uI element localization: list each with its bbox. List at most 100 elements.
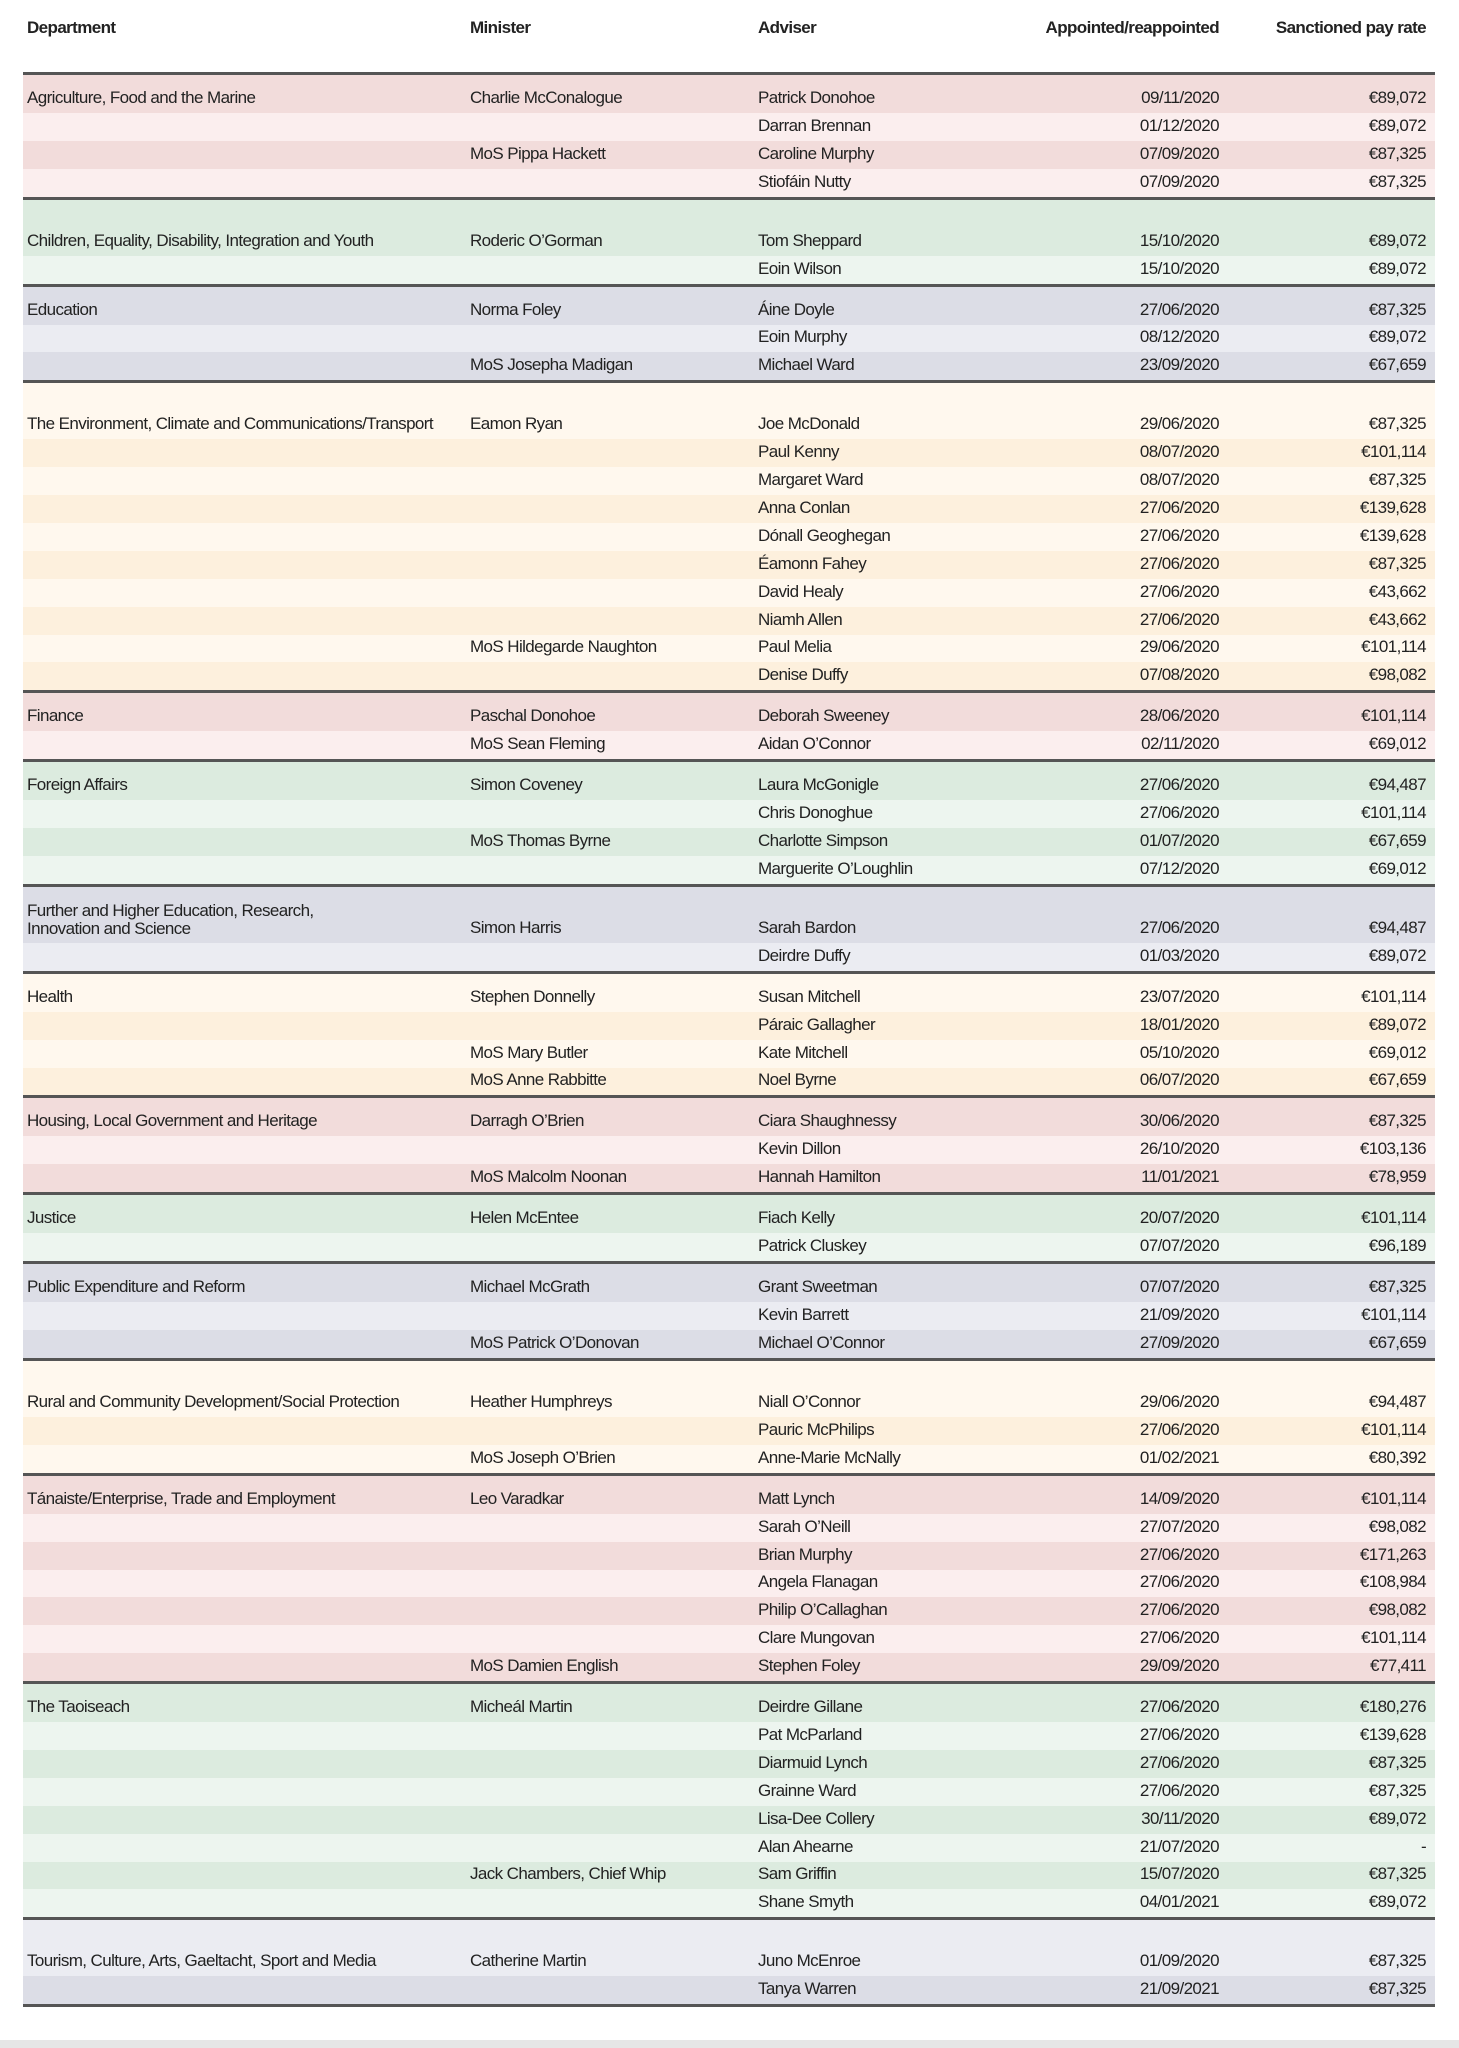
minister-cell: MoS Damien English (470, 1656, 619, 1676)
appointed-date-cell: 15/10/2020 (1139, 230, 1220, 250)
adviser-cell: Paul Kenny (758, 442, 840, 462)
appointed-date-cell: 27/06/2020 (1139, 1572, 1220, 1592)
department-group: Public Expenditure and Reform Michael McG… (23, 1264, 1435, 1361)
pay-rate-cell: €67,659 (1368, 1332, 1427, 1352)
advisers-table: Agriculture, Food and the Marine Charlie … (23, 72, 1435, 2008)
appointed-date-cell: 23/09/2020 (1139, 355, 1220, 375)
table-row: Denise Duffy 07/08/2020 €98,082 (23, 662, 1435, 691)
table-row: Jack Chambers, Chief Whip Sam Griffin 15/0… (23, 1861, 1435, 1890)
pay-rate-cell: €80,392 (1368, 1447, 1427, 1467)
appointed-date-cell: 27/06/2020 (1139, 1544, 1220, 1564)
pay-rate-cell: €101,114 (1361, 803, 1426, 823)
minister-cell: Norma Foley (470, 299, 561, 319)
pay-rate-cell: €139,628 (1359, 1724, 1427, 1744)
table-row: Finance Paschal Donohoe Deborah Sweeney 28/… (23, 693, 1435, 732)
adviser-cell: Niamh Allen (758, 609, 843, 629)
appointed-date-cell: 15/10/2020 (1139, 258, 1220, 278)
adviser-cell: Éamonn Fahey (758, 553, 867, 573)
appointed-date-cell: 08/07/2020 (1139, 470, 1220, 490)
adviser-cell: Pauric McPhilips (758, 1419, 875, 1439)
department-cell: The Taoiseach (27, 1697, 130, 1717)
department-group: Tourism, Culture, Arts, Gaeltacht, Sport… (23, 1920, 1435, 2008)
pay-rate-cell: €43,662 (1368, 609, 1427, 629)
minister-cell: Simon Harris (470, 917, 562, 937)
table-row: Pauric McPhilips 27/06/2020 €101,114 (23, 1416, 1435, 1445)
adviser-cell: Sam Griffin (758, 1864, 837, 1884)
table-row: Kevin Dillon 26/10/2020 €103,136 (23, 1136, 1435, 1165)
header-adviser: Adviser (758, 18, 817, 37)
table-row: Deirdre Duffy 01/03/2020 €89,072 (23, 942, 1435, 971)
pay-rate-cell: €139,628 (1359, 498, 1427, 518)
appointed-date-cell: 29/09/2020 (1139, 1656, 1220, 1676)
pay-rate-cell: €87,325 (1368, 1752, 1427, 1772)
appointed-date-cell: 21/07/2020 (1139, 1836, 1220, 1856)
adviser-cell: Aidan O’Connor (758, 734, 871, 754)
adviser-cell: Kevin Barrett (758, 1305, 849, 1325)
pay-rate-cell: €101,114 (1361, 706, 1426, 726)
adviser-cell: Sarah Bardon (758, 917, 856, 937)
appointed-date-cell: 06/07/2020 (1139, 1070, 1220, 1090)
pay-rate-cell: €89,072 (1368, 1892, 1427, 1912)
adviser-cell: Páraic Gallagher (758, 1014, 876, 1034)
minister-cell: MoS Sean Fleming (470, 734, 606, 754)
department-cell: Justice (27, 1208, 76, 1228)
pay-rate-cell: €89,072 (1368, 1808, 1427, 1828)
adviser-cell: David Healy (758, 581, 844, 601)
adviser-cell: Margaret Ward (758, 470, 864, 490)
adviser-cell: Caroline Murphy (758, 143, 874, 163)
pay-rate-cell: €87,325 (1368, 1979, 1427, 1999)
appointed-date-cell: 27/06/2020 (1139, 1628, 1220, 1648)
pay-rate-cell: €171,263 (1359, 1544, 1427, 1564)
table-row: Grainne Ward 27/06/2020 €87,325 (23, 1777, 1435, 1806)
adviser-cell: Matt Lynch (758, 1488, 835, 1508)
pay-rate-cell: €96,189 (1368, 1236, 1427, 1256)
table-row: Niamh Allen 27/06/2020 €43,662 (23, 606, 1435, 635)
pay-rate-cell: €101,114 (1361, 637, 1426, 657)
pay-rate-cell: €87,325 (1368, 414, 1427, 434)
appointed-date-cell: 30/11/2020 (1141, 1808, 1219, 1828)
table-row: Tanya Warren 21/09/2021 €87,325 (23, 1976, 1435, 2005)
pay-rate-cell: €180,276 (1359, 1697, 1427, 1717)
appointed-date-cell: 08/07/2020 (1139, 442, 1220, 462)
appointed-date-cell: 01/12/2020 (1139, 115, 1220, 135)
adviser-cell: Tanya Warren (758, 1979, 857, 1999)
table-row: MoS Thomas Byrne Charlotte Simpson 01/07/2… (23, 828, 1435, 857)
pay-rate-cell: €101,114 (1361, 442, 1426, 462)
minister-cell: MoS Pippa Hackett (470, 143, 606, 163)
pay-rate-cell: €101,114 (1361, 1628, 1426, 1648)
adviser-cell: Tom Sheppard (758, 230, 862, 250)
appointed-date-cell: 23/07/2020 (1139, 986, 1220, 1006)
table-row: David Healy 27/06/2020 €43,662 (23, 578, 1435, 607)
table-row: Children, Equality, Disability, Integrat… (23, 199, 1435, 256)
adviser-cell: Grainne Ward (758, 1780, 857, 1800)
table-row: Páraic Gallagher 18/01/2020 €89,072 (23, 1011, 1435, 1040)
table-row: Margaret Ward 08/07/2020 €87,325 (23, 467, 1435, 496)
adviser-cell: Charlotte Simpson (758, 831, 888, 851)
department-cell: Rural and Community Development/Social P… (27, 1391, 400, 1411)
header-department: Department (27, 18, 116, 37)
pay-rate-cell: €94,487 (1368, 1391, 1427, 1411)
pay-rate-cell: €87,325 (1368, 1951, 1427, 1971)
pay-rate-cell: €43,662 (1368, 581, 1427, 601)
appointed-date-cell: 21/09/2020 (1139, 1305, 1220, 1325)
table-row: Chris Donoghue 27/06/2020 €101,114 (23, 800, 1435, 829)
header-pay: Sanctioned pay rate (1275, 18, 1427, 37)
pay-rate-cell: €87,325 (1368, 1111, 1427, 1131)
appointed-date-cell: 27/06/2020 (1139, 299, 1220, 319)
table-row: Patrick Cluskey 07/07/2020 €96,189 (23, 1233, 1435, 1262)
minister-cell: Stephen Donnelly (470, 986, 595, 1006)
minister-cell: Charlie McConalogue (470, 88, 623, 107)
appointed-date-cell: 01/03/2020 (1139, 945, 1220, 965)
table-row: Alan Ahearne 21/07/2020 - (23, 1833, 1435, 1862)
adviser-cell: Grant Sweetman (758, 1277, 878, 1297)
appointed-date-cell: 11/01/2021 (1141, 1167, 1219, 1187)
department-group: Tánaiste/Enterprise, Trade and Employmen… (23, 1475, 1435, 1685)
pay-rate-cell: €89,072 (1368, 945, 1427, 965)
table-row: Brian Murphy 27/06/2020 €171,263 (23, 1541, 1435, 1570)
minister-cell: MoS Patrick O’Donovan (470, 1332, 639, 1352)
adviser-cell: Patrick Donohoe (758, 88, 875, 107)
adviser-cell: Deborah Sweeney (758, 706, 889, 726)
appointed-date-cell: 08/12/2020 (1139, 327, 1220, 347)
pay-rate-cell: €67,659 (1368, 1070, 1427, 1090)
table-row: Paul Kenny 08/07/2020 €101,114 (23, 439, 1435, 468)
